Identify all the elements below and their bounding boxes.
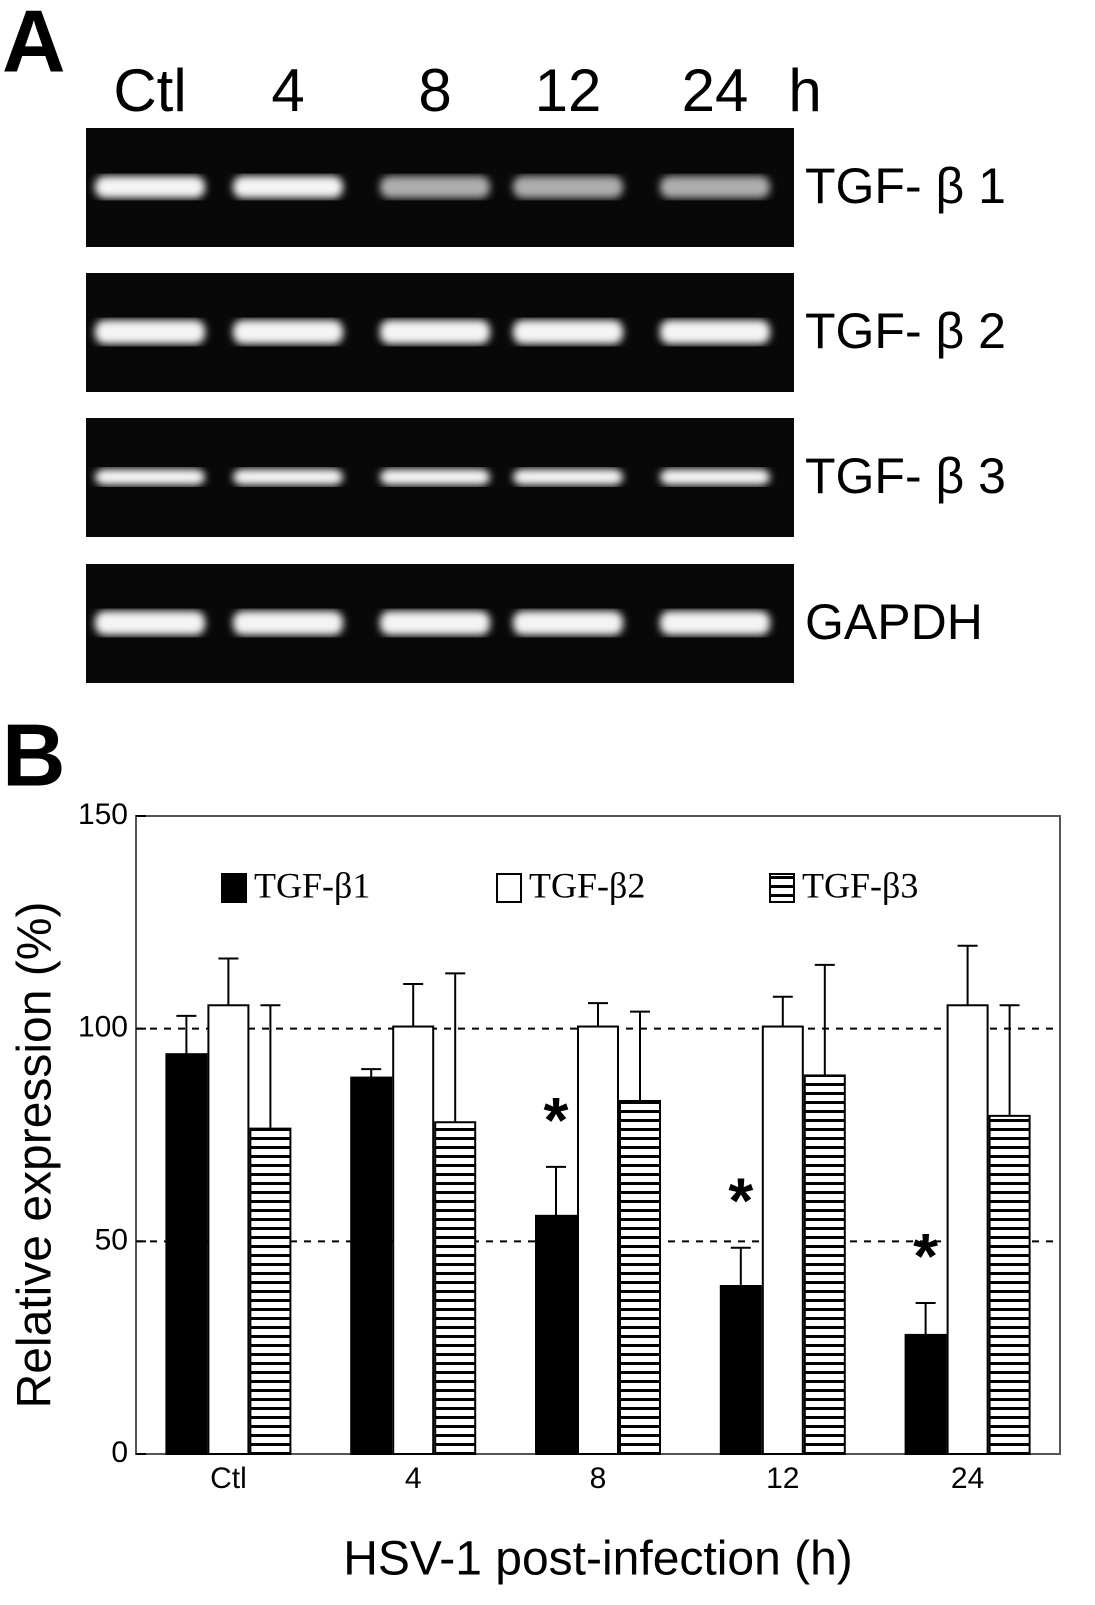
x-axis-title: HSV-1 post-infection (h) xyxy=(343,1533,853,1586)
lane-label: 12 xyxy=(535,57,602,124)
x-tick-label: 4 xyxy=(405,1462,422,1495)
significance-mark: * xyxy=(728,1165,753,1237)
significance-mark: * xyxy=(544,1084,569,1156)
y-tick-label: 150 xyxy=(78,798,128,831)
gel-band xyxy=(380,320,490,344)
gel-panel: Ctl 4 8 12 24 h TGF- β 1 TGF- β 2 TGF- β 3 GAPDH xyxy=(86,57,1006,683)
bar xyxy=(249,1127,292,1455)
gel-band xyxy=(95,176,205,198)
gel-band xyxy=(95,469,205,485)
bar xyxy=(904,1333,947,1455)
bar xyxy=(434,1121,477,1455)
lane-label: 4 xyxy=(271,57,304,124)
gel-band xyxy=(380,176,490,198)
gel-band xyxy=(233,469,343,485)
bar xyxy=(803,1074,846,1456)
panel-label: A xyxy=(2,0,66,90)
legend-label: TGF-β1 xyxy=(254,865,370,905)
gel-band xyxy=(233,611,343,635)
gel-band xyxy=(660,176,770,198)
gel-band xyxy=(513,176,623,198)
x-tick-label: 8 xyxy=(590,1462,607,1495)
legend-label: TGF-β3 xyxy=(802,865,918,905)
gel-band xyxy=(660,320,770,344)
gel-band xyxy=(513,611,623,635)
gel-band xyxy=(233,176,343,198)
bar xyxy=(619,1099,661,1456)
lane-label: 8 xyxy=(418,57,451,124)
bar xyxy=(350,1076,393,1455)
bar xyxy=(719,1284,762,1455)
bar xyxy=(165,1053,208,1455)
gene-label: TGF- β 3 xyxy=(805,448,1006,504)
chart: 0 50 100 150 Relative expression (%) HSV-1 po… xyxy=(9,798,1061,1586)
bar xyxy=(988,1114,1031,1455)
gel-band xyxy=(95,320,205,344)
gene-label: TGF- β 1 xyxy=(805,158,1006,214)
gel-band xyxy=(95,611,205,635)
bar xyxy=(761,1025,804,1456)
x-tick-label: 24 xyxy=(951,1462,984,1495)
gel-band xyxy=(233,320,343,344)
gel-band xyxy=(380,469,490,485)
x-tick-label: 12 xyxy=(766,1462,799,1495)
y-tick-label: 50 xyxy=(95,1223,128,1256)
significance-mark: * xyxy=(913,1220,938,1292)
gene-label: TGF- β 2 xyxy=(805,303,1006,359)
legend-swatch xyxy=(221,873,247,903)
bar xyxy=(535,1214,577,1456)
gel-band xyxy=(380,611,490,635)
bar xyxy=(577,1025,619,1456)
bar xyxy=(392,1025,435,1456)
legend-swatch xyxy=(769,873,795,903)
legend-swatch xyxy=(496,873,522,903)
lane-label: 24 xyxy=(682,57,749,124)
gel-band xyxy=(660,469,770,485)
legend-label: TGF-β2 xyxy=(529,865,645,905)
gel-band xyxy=(513,469,623,485)
gel-band xyxy=(513,320,623,344)
bar xyxy=(207,1004,250,1455)
y-axis-title: Relative expression (%) xyxy=(9,902,62,1409)
panel-label: B xyxy=(2,705,66,804)
gel-band xyxy=(660,611,770,635)
y-tick-label: 0 xyxy=(111,1436,128,1469)
gene-label: GAPDH xyxy=(805,594,983,650)
lane-label: Ctl xyxy=(113,57,186,124)
x-tick-label: Ctl xyxy=(210,1462,247,1495)
bar xyxy=(946,1004,989,1455)
unit-label: h xyxy=(788,57,821,124)
y-tick-label: 100 xyxy=(78,1011,128,1044)
